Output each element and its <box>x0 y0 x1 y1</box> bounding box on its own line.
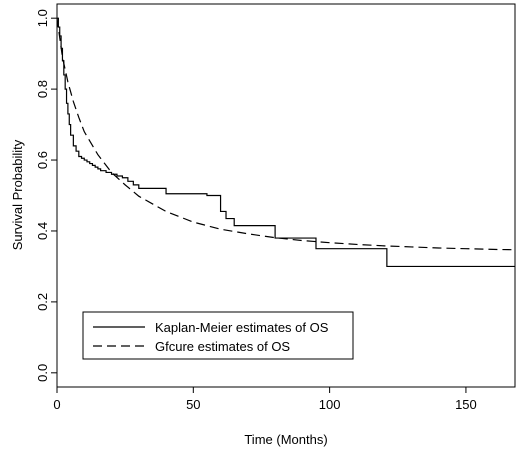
y-tick-label: 0.0 <box>35 364 50 382</box>
x-tick-label: 150 <box>455 397 477 412</box>
y-tick-label: 0.8 <box>35 80 50 98</box>
x-axis-label: Time (Months) <box>244 432 327 447</box>
y-tick-label: 0.6 <box>35 151 50 169</box>
y-axis-label: Survival Probability <box>10 139 25 250</box>
legend: Kaplan-Meier estimates of OS Gfcure esti… <box>82 311 354 360</box>
y-tick-label: 0.2 <box>35 293 50 311</box>
y-tick-label: 0.4 <box>35 222 50 240</box>
plot-frame <box>56 3 516 388</box>
y-axis: 0.0 0.2 0.4 0.6 0.8 1.0 <box>35 9 57 382</box>
series-line-gfcure <box>56 18 516 251</box>
x-tick-label: 0 <box>53 397 60 412</box>
legend-box <box>82 311 354 360</box>
y-tick-label: 1.0 <box>35 9 50 27</box>
series-layer <box>56 17 516 268</box>
legend-label-km: Kaplan-Meier estimates of OS <box>155 320 329 335</box>
x-tick-label: 50 <box>186 397 200 412</box>
x-axis: 0 50 100 150 <box>53 387 477 412</box>
series-line-kaplan-meier <box>57 17 515 268</box>
x-tick-label: 100 <box>319 397 341 412</box>
legend-label-gfcure: Gfcure estimates of OS <box>155 339 290 354</box>
